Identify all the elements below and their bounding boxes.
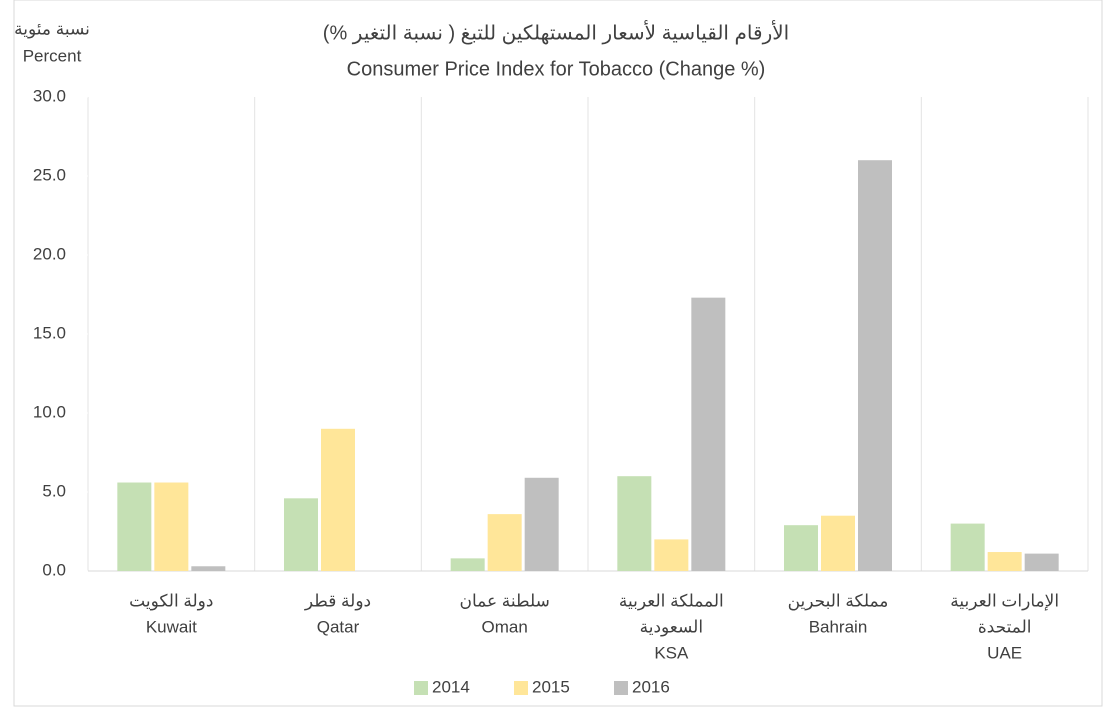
y-tick-label: 0.0 xyxy=(42,560,66,579)
bar xyxy=(321,428,355,571)
legend-swatch xyxy=(414,681,428,695)
bar xyxy=(487,514,522,571)
bar xyxy=(154,482,189,571)
bar xyxy=(821,515,855,571)
x-tick-label: المتحدة xyxy=(978,617,1032,636)
legend-label: 2016 xyxy=(632,677,670,696)
y-axis-label: نسبة مئوية xyxy=(14,19,90,38)
y-tick-label: 30.0 xyxy=(33,86,66,105)
x-tick-label: دولة الكويت xyxy=(129,591,213,610)
bar xyxy=(617,476,652,571)
x-tick-label: Kuwait xyxy=(146,617,197,636)
bar xyxy=(858,160,892,571)
bar xyxy=(191,566,226,571)
bar xyxy=(117,482,152,571)
x-tick-label: الإمارات العربية xyxy=(950,591,1059,610)
legend-swatch xyxy=(614,681,628,695)
x-tick-label: مملكة البحرين xyxy=(788,591,889,610)
chart-subtitle: Consumer Price Index for Tobacco (Change… xyxy=(347,58,766,80)
x-tick-label: Oman xyxy=(482,617,528,636)
bar xyxy=(284,498,318,571)
bar xyxy=(1024,553,1059,571)
bar xyxy=(654,539,689,571)
chart-frame xyxy=(13,0,1103,707)
x-tick-label: Qatar xyxy=(317,617,360,636)
chart-title: الأرقام القياسية لأسعار المستهلكين للتبغ… xyxy=(323,20,789,44)
x-tick-label: UAE xyxy=(987,643,1022,662)
legend-label: 2015 xyxy=(532,677,570,696)
x-tick-label: السعودية xyxy=(640,617,703,636)
x-tick-label: Bahrain xyxy=(809,617,868,636)
y-tick-label: 25.0 xyxy=(33,165,66,184)
x-tick-label: سلطنة عمان xyxy=(459,591,549,610)
x-tick-label: KSA xyxy=(654,643,689,662)
x-tick-label: دولة قطر xyxy=(304,591,371,610)
bar xyxy=(950,523,985,571)
x-tick-label: المملكة العربية xyxy=(619,591,724,610)
legend-label: 2014 xyxy=(432,677,470,696)
legend-swatch xyxy=(514,681,528,695)
bar xyxy=(524,477,559,571)
bar xyxy=(450,558,485,571)
bar xyxy=(691,297,726,571)
bar xyxy=(987,552,1022,571)
y-tick-label: 20.0 xyxy=(33,244,66,263)
bar xyxy=(784,525,818,571)
y-tick-label: 5.0 xyxy=(42,481,66,500)
y-axis-label: Percent xyxy=(23,46,82,65)
y-tick-label: 10.0 xyxy=(33,402,66,421)
y-tick-label: 15.0 xyxy=(33,323,66,342)
